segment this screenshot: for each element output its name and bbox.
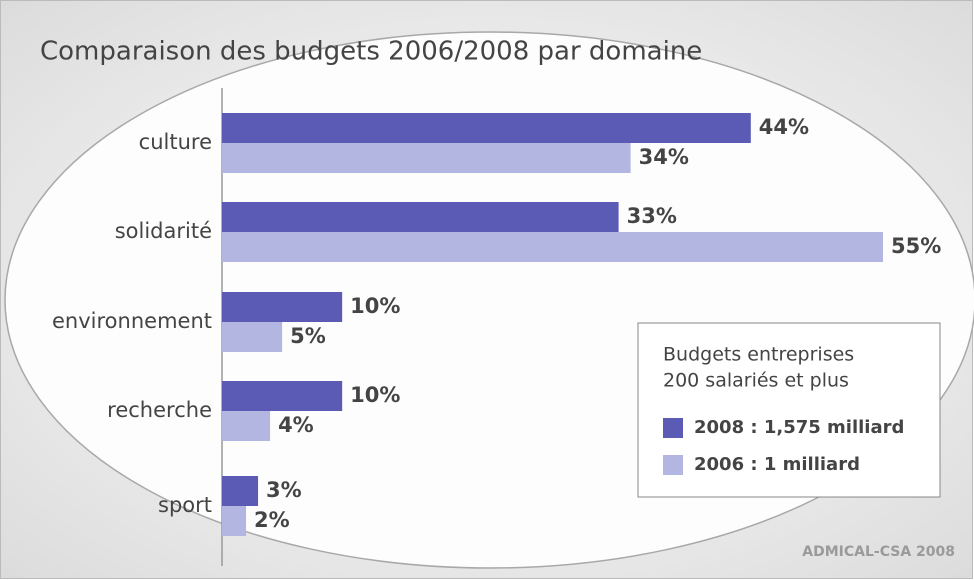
- bar: [222, 476, 259, 506]
- category-label: solidarité: [115, 219, 212, 243]
- value-label: 33%: [627, 204, 677, 228]
- bar: [222, 143, 631, 173]
- value-label: 10%: [350, 383, 400, 407]
- bar: [222, 322, 283, 352]
- category-label: environnement: [52, 309, 212, 333]
- bar: [222, 381, 343, 411]
- bar: [222, 232, 883, 262]
- legend-title: Budgets entreprises: [663, 344, 854, 366]
- value-label: 44%: [759, 115, 809, 139]
- legend-swatch: [663, 455, 683, 475]
- category-label: sport: [158, 493, 212, 517]
- bar: [222, 202, 619, 232]
- legend-label: 2008 : 1,575 milliard: [694, 417, 904, 438]
- legend-label: 2006 : 1 milliard: [694, 454, 860, 475]
- value-label: 5%: [290, 324, 326, 348]
- value-label: 55%: [891, 234, 941, 258]
- value-label: 3%: [266, 478, 302, 502]
- chart-title: Comparaison des budgets 2006/2008 par do…: [40, 37, 702, 67]
- bar: [222, 411, 271, 441]
- category-label: recherche: [107, 398, 212, 422]
- value-label: 2%: [254, 508, 290, 532]
- value-label: 10%: [350, 294, 400, 318]
- legend-swatch: [663, 418, 683, 438]
- source: ADMICAL-CSA 2008: [802, 544, 955, 560]
- category-label: culture: [139, 130, 212, 154]
- legend-title: 200 salariés et plus: [663, 370, 849, 392]
- bar: [222, 113, 751, 143]
- legend-box: [637, 322, 941, 498]
- bar: [222, 292, 343, 322]
- value-label: 34%: [639, 145, 689, 169]
- bar: [222, 506, 247, 536]
- value-label: 4%: [278, 413, 314, 437]
